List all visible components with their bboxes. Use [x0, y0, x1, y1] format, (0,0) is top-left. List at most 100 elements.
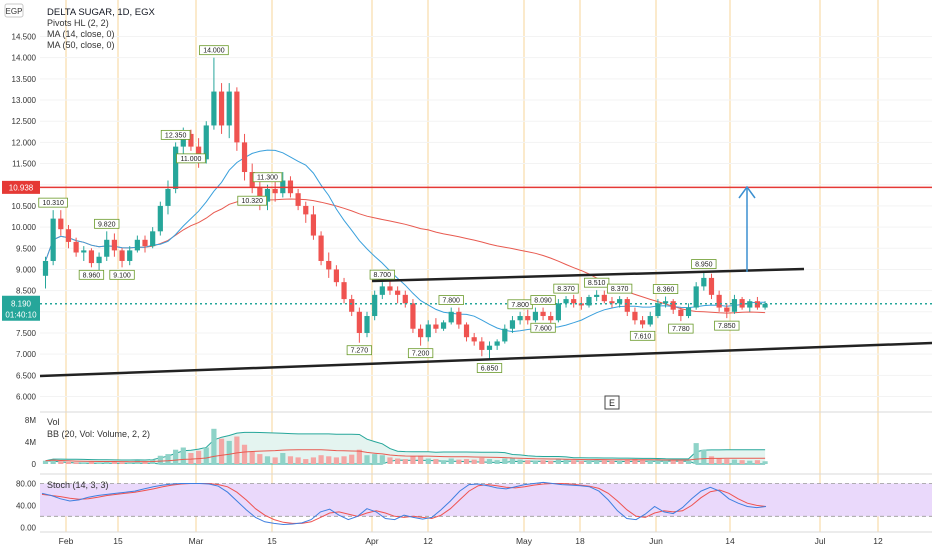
- earnings-marker[interactable]: [604, 395, 620, 410]
- volume-bar: [617, 460, 623, 464]
- candle-up: [655, 303, 661, 317]
- stoch-title[interactable]: Stoch (14, 3, 3): [47, 480, 109, 490]
- volume-bar: [463, 459, 470, 464]
- candle-down: [326, 260, 332, 270]
- volume-bar: [264, 456, 271, 464]
- candle-down: [88, 250, 95, 264]
- volume-bar: [532, 460, 539, 464]
- price-tick-label: 6.500: [16, 371, 37, 380]
- candle-up: [747, 301, 753, 308]
- volume-bar: [578, 460, 584, 464]
- volume-bar: [762, 461, 768, 464]
- volume-bar: [287, 456, 294, 464]
- volume-bar: [180, 447, 186, 464]
- pivot-label: 12.350: [165, 132, 187, 139]
- candle-down: [395, 290, 401, 295]
- volume-bar: [326, 456, 332, 464]
- target-arrow-head[interactable]: [738, 185, 756, 199]
- pivot-label-box: [584, 277, 610, 288]
- candle-down: [716, 294, 722, 308]
- volume-bar: [257, 454, 263, 464]
- candle-down: [754, 301, 761, 308]
- volume-bar: [364, 455, 370, 464]
- stoch-d-line: [41, 483, 767, 524]
- resistance-price-label: 10.938: [9, 183, 34, 192]
- candle-up: [701, 277, 707, 287]
- volume-bar: [724, 459, 730, 464]
- legend-indicator-ma50[interactable]: MA (50, close, 0): [47, 40, 115, 50]
- bb-volume-title[interactable]: BB (20, Vol: Volume, 2, 2): [47, 429, 150, 439]
- pivot-label: 7.270: [351, 348, 369, 355]
- legend-title[interactable]: DELTA SUGAR, 1D, EGX: [47, 7, 156, 18]
- candle-down: [609, 301, 615, 304]
- volume-bar: [479, 457, 485, 464]
- volume-bar: [555, 459, 561, 464]
- price-tick-label: 7.500: [16, 329, 37, 338]
- legend-indicator-pivots[interactable]: Pivots HL (2, 2): [47, 18, 109, 28]
- candle-down: [708, 277, 715, 295]
- vertical-gridlines: [65, 0, 879, 532]
- volume-bar: [241, 444, 248, 464]
- volume-bar: [42, 460, 49, 464]
- volume-bar: [701, 449, 707, 464]
- time-tick-label: 18: [575, 536, 585, 546]
- volume-bar: [624, 459, 630, 464]
- candle-up: [264, 188, 271, 202]
- volume-bar: [601, 460, 607, 464]
- pivot-label-box: [652, 284, 679, 294]
- time-tick-label: Feb: [59, 536, 74, 546]
- pivot-label-box: [109, 269, 135, 280]
- ma14-series: [45, 149, 766, 333]
- candle-down: [525, 316, 531, 321]
- pivot-label-box: [438, 295, 464, 305]
- price-tick-label: 8.500: [16, 287, 37, 296]
- volume-bar: [440, 460, 447, 464]
- pivot-label: 8.370: [557, 286, 575, 293]
- pivot-label-box: [38, 197, 68, 208]
- candle-up: [502, 328, 508, 342]
- volume-bar: [655, 459, 661, 464]
- current-price-label: 8.190: [11, 300, 32, 309]
- volume-title[interactable]: Vol: [47, 417, 60, 427]
- volume-bar: [670, 460, 676, 464]
- candle-up: [586, 296, 592, 306]
- volume-bar: [81, 462, 87, 464]
- candle-up: [532, 311, 539, 321]
- candle-up: [104, 239, 110, 257]
- candle-down: [670, 301, 676, 310]
- price-tick-label: 9.000: [16, 265, 37, 274]
- candle-down: [218, 91, 225, 126]
- pivot-label: 7.780: [672, 326, 690, 333]
- pivot-label-box: [476, 363, 503, 373]
- volume-tick-label: 0: [32, 460, 37, 469]
- support-trendline[interactable]: [39, 341, 932, 378]
- candle-up: [509, 320, 516, 329]
- volume-bar: [708, 456, 715, 464]
- currency-badge[interactable]: [4, 3, 24, 18]
- pivot-label-box: [530, 322, 556, 333]
- candle-up: [127, 250, 133, 261]
- volume-bar: [196, 450, 202, 464]
- candle-up: [173, 146, 179, 189]
- drawing-tools[interactable]: [39, 185, 932, 378]
- candle-down: [739, 299, 745, 308]
- price-tick-label: 10.500: [12, 202, 37, 211]
- candle-up: [364, 316, 370, 333]
- volume-bar: [280, 453, 286, 464]
- pivot-label-box: [160, 129, 191, 140]
- candle-up: [42, 260, 49, 276]
- volume-bar: [486, 459, 493, 464]
- pivot-label-box: [252, 172, 283, 183]
- pivot-label: 10.320: [241, 198, 263, 205]
- price-tick-label: 11.500: [12, 160, 36, 169]
- candle-down: [349, 299, 355, 312]
- volume-bar: [234, 436, 240, 464]
- channel-top-trendline[interactable]: [371, 267, 805, 283]
- candle-up: [425, 324, 431, 338]
- volume-bar: [754, 460, 761, 464]
- volume-bar: [341, 456, 347, 464]
- legend-indicator-ma14[interactable]: MA (14, close, 0): [47, 29, 115, 39]
- time-tick-label: Jul: [815, 536, 826, 546]
- volume-tick-label: 8M: [25, 416, 36, 425]
- volume-bar: [50, 459, 56, 464]
